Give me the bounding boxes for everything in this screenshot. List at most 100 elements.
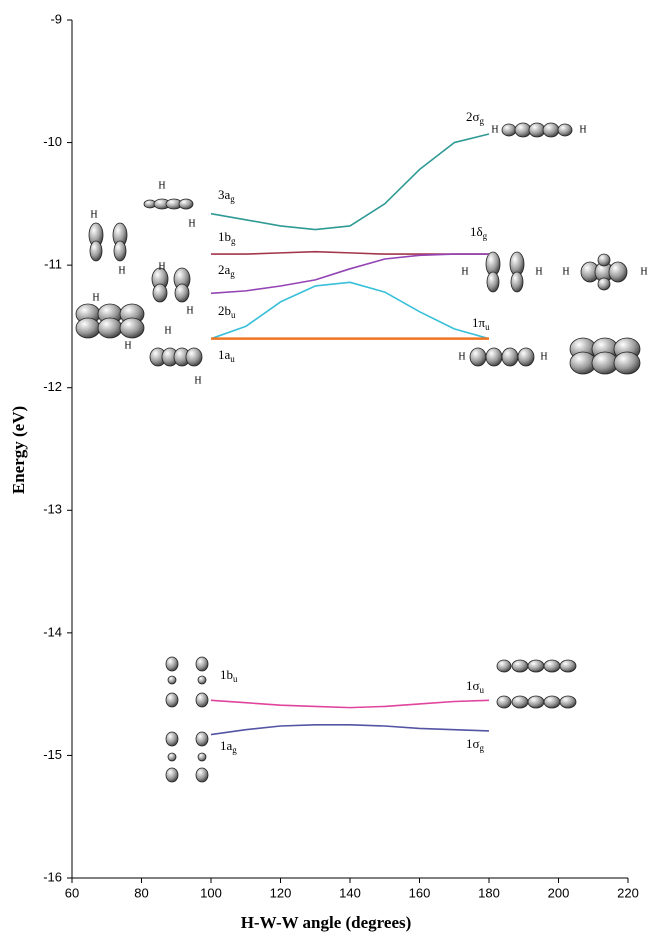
orbital-lobe xyxy=(560,696,576,708)
x-tick-label: 220 xyxy=(617,885,639,900)
orbital-lobe xyxy=(598,254,610,266)
orbital-lobe xyxy=(614,352,640,374)
orbital-label-sub: u xyxy=(485,322,490,332)
orbital-lobe xyxy=(470,348,486,366)
y-tick-label: -11 xyxy=(44,257,62,272)
orbital-lobe xyxy=(497,696,511,708)
orbital-lobe xyxy=(198,676,206,684)
orbital-label-sub: g xyxy=(230,269,235,279)
orbital-lobe xyxy=(518,348,534,366)
orbital-label: 2σg xyxy=(466,109,485,126)
orbital-label-main: 1δ xyxy=(470,224,483,239)
orbital-label-main: 1π xyxy=(472,315,486,330)
atom-label: H xyxy=(158,180,165,191)
orbital-lobe xyxy=(486,348,502,366)
orbital-lobe xyxy=(487,272,499,292)
atom-label: H xyxy=(579,124,586,135)
x-tick-label: 200 xyxy=(548,885,570,900)
orbital-label: 1bg xyxy=(218,229,236,246)
y-tick-label: -15 xyxy=(43,747,62,762)
orbital-label-main: 1a xyxy=(220,738,233,753)
orbital-label-sub: u xyxy=(231,310,236,320)
orbital-label: 1σg xyxy=(466,736,485,753)
x-tick-label: 80 xyxy=(134,885,148,900)
orbital-label-main: 2σ xyxy=(466,109,480,124)
orbital-label-sub: g xyxy=(231,236,236,246)
atom-label: H xyxy=(124,340,131,351)
x-tick-label: 140 xyxy=(339,885,361,900)
chart: H-W-W angle (degrees) Energy (eV) H H H H H H… xyxy=(0,0,652,936)
orbital-lobe xyxy=(528,696,544,708)
x-tick-label: 100 xyxy=(200,885,222,900)
orbital-lobe xyxy=(114,241,126,261)
orbital-label-main: 1σ xyxy=(466,736,480,751)
orbital-lobe xyxy=(120,318,144,338)
x-axis-title: H-W-W angle (degrees) xyxy=(241,913,412,932)
atom-label: H xyxy=(461,266,468,277)
y-tick-label: -9 xyxy=(50,11,62,26)
orbital-lobe xyxy=(168,753,176,761)
orbital-label-sub: u xyxy=(233,674,238,684)
orbital-lobe xyxy=(90,241,102,261)
orbital-lobe xyxy=(528,660,544,672)
orbital-label: 2bu xyxy=(218,303,236,320)
y-tick-label: -16 xyxy=(43,869,62,884)
orbital-lobe xyxy=(98,318,122,338)
series-line xyxy=(211,282,489,338)
series-line xyxy=(211,725,489,735)
orbital-label: 1au xyxy=(218,347,235,364)
atom-label: H xyxy=(194,375,201,386)
orbital-lobe xyxy=(609,262,627,282)
orbital-label: 1bu xyxy=(220,667,238,684)
atom-label: H xyxy=(562,266,569,277)
orbital-label-main: 1a xyxy=(218,347,231,362)
y-axis-title: Energy (eV) xyxy=(9,406,28,494)
orbital-label-sub: g xyxy=(230,194,235,204)
orbital-label: 1πu xyxy=(472,315,490,332)
orbital-lobe xyxy=(153,284,167,302)
atom-label: H xyxy=(164,325,171,336)
atom-label: H xyxy=(158,261,165,272)
y-tick-label: -13 xyxy=(43,502,62,517)
atom-label: H xyxy=(188,218,195,229)
atom-label: H xyxy=(491,124,498,135)
orbital-label: 1δg xyxy=(470,224,488,241)
series-line xyxy=(211,254,489,293)
orbital-label-main: 1b xyxy=(220,667,233,682)
orbital-lobe xyxy=(558,124,572,136)
orbital-label-main: 3a xyxy=(218,187,231,202)
atom-label: H xyxy=(458,351,465,362)
orbital-lobe xyxy=(166,768,178,782)
orbital-label-sub: u xyxy=(230,354,235,364)
series-line xyxy=(211,700,489,707)
orbital-lobe xyxy=(175,284,189,302)
orbital-label: 1ag xyxy=(220,738,237,755)
orbital-label-sub: g xyxy=(480,743,485,753)
orbital-lobe xyxy=(179,199,193,209)
atom-label: H xyxy=(540,351,547,362)
orbital-lobe xyxy=(544,696,560,708)
orbital-label-main: 2a xyxy=(218,262,231,277)
orbital-lobe xyxy=(502,124,516,136)
x-tick-label: 120 xyxy=(270,885,292,900)
orbital-lobe xyxy=(196,657,208,671)
orbital-lobe xyxy=(166,657,178,671)
orbital-lobe xyxy=(198,753,206,761)
orbital-lobe xyxy=(511,272,523,292)
x-tick-label: 160 xyxy=(409,885,431,900)
atom-label: H xyxy=(640,266,647,277)
y-tick-label: -10 xyxy=(43,134,62,149)
atom-label: H xyxy=(535,266,542,277)
orbital-lobe xyxy=(166,732,178,746)
atom-label: H xyxy=(186,305,193,316)
atom-label: H xyxy=(90,209,97,220)
orbital-lobe xyxy=(168,676,176,684)
orbital-lobe xyxy=(512,660,528,672)
orbital-lobe xyxy=(512,696,528,708)
atom-label: H xyxy=(118,265,125,276)
orbital-label: 1σu xyxy=(466,678,485,695)
orbital-label: 3ag xyxy=(218,187,235,204)
series-line xyxy=(211,134,489,230)
orbital-lobe xyxy=(497,660,511,672)
